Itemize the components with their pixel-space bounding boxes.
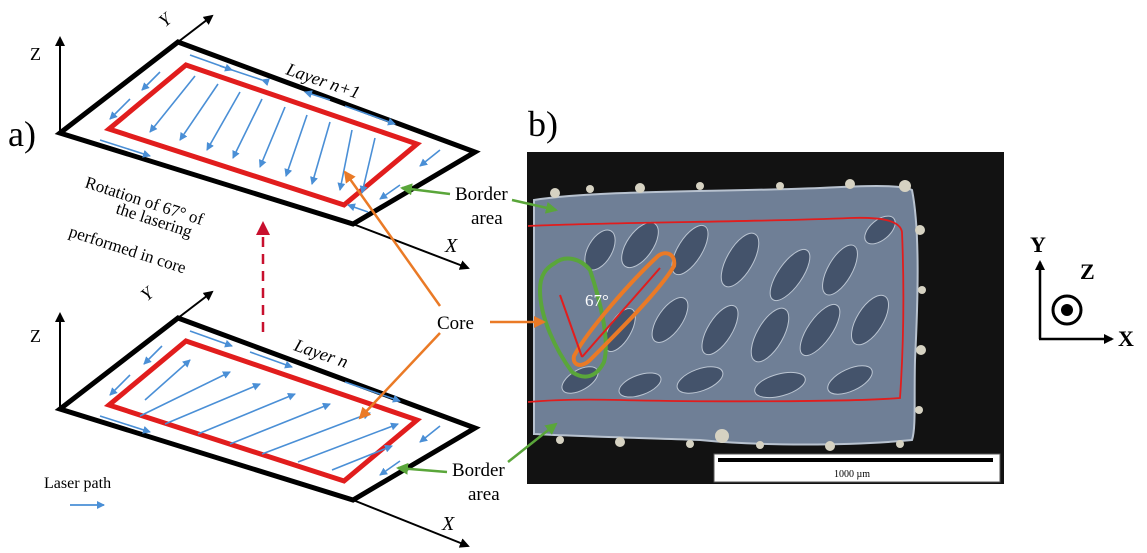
callout-core-label: Core [437, 313, 474, 334]
micrograph-melt-pools [561, 215, 896, 399]
upper-layer-laser-paths [99, 54, 441, 213]
lower-layer-core-boundary [103, 338, 423, 484]
micrograph-core-boundary [527, 216, 905, 403]
upper-x-axis-label: X [444, 235, 458, 257]
callout-core-arrow-to-upper [343, 170, 442, 307]
lower-layer-laser-paths [99, 330, 441, 476]
upper-layer-core-boundary [103, 62, 423, 208]
micrograph: 67° 1000 µm [527, 152, 1004, 484]
coordinate-axes-icon: Y X Z [1030, 232, 1134, 351]
callout-core: Core [343, 170, 546, 420]
micrograph-angle-label: 67° [585, 291, 609, 310]
upper-layer: Layer n+1 Z Y X [30, 8, 481, 270]
micrograph-angle-line-2 [581, 267, 661, 358]
upper-z-axis-label: Z [30, 44, 41, 64]
micrograph-green-outline [537, 256, 608, 379]
callout-border-lower-arrow-to-micrograph [507, 422, 558, 463]
callout-border-lower-line-1: Border [452, 460, 505, 481]
lower-y-axis-label: Y [137, 282, 159, 305]
upper-x-axis [352, 223, 470, 270]
axes-icon-z-label: Z [1080, 259, 1095, 284]
axes-icon-y-label: Y [1030, 232, 1046, 257]
callout-border-upper-line-1: Border [455, 184, 508, 205]
upper-y-axis [177, 14, 214, 43]
callout-core-arrow-to-lower [358, 332, 441, 420]
callout-border-upper: Border area [400, 183, 558, 229]
panel-a-label: a) [8, 114, 36, 154]
scale-bar-label: 1000 µm [834, 469, 870, 480]
lower-x-axis [352, 499, 470, 548]
micrograph-angle-line-1 [559, 294, 583, 358]
axes-icon-x-label: X [1118, 326, 1134, 351]
callout-border-lower: Border area [396, 422, 558, 505]
lower-layer: Layer n Z Y X [30, 282, 481, 548]
callout-border-upper-arrow-to-layer [400, 183, 451, 196]
callout-border-lower-arrow-to-layer [396, 462, 448, 475]
panel-b-label: b) [528, 104, 558, 144]
lower-x-axis-label: X [441, 513, 455, 535]
lower-z-axis-label: Z [30, 326, 41, 346]
micrograph-orange-outline [571, 251, 677, 367]
upper-y-axis-label: Y [155, 8, 177, 31]
callout-border-upper-arrow-to-micrograph [511, 198, 558, 214]
rotation-note: Rotation of 67° of the lasering performe… [67, 173, 207, 278]
callout-border-lower-line-2: area [468, 484, 500, 505]
laser-path-legend: Laser path [44, 475, 111, 509]
callout-border-upper-line-2: area [471, 208, 503, 229]
micrograph-particles [550, 179, 926, 451]
laser-path-legend-label: Laser path [44, 475, 111, 492]
lower-y-axis [177, 290, 214, 319]
axes-icon-z-dot-icon [1061, 304, 1073, 316]
